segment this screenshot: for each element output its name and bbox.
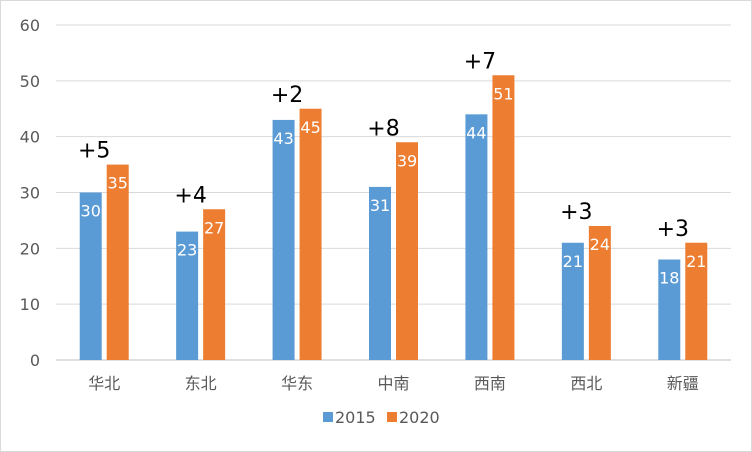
bar-2015 xyxy=(176,231,199,360)
difference-annotation: +2 xyxy=(271,83,303,108)
data-label: 39 xyxy=(397,151,417,170)
y-tick-label: 30 xyxy=(20,184,40,203)
legend-label: 2015 xyxy=(335,408,376,427)
bar-2020 xyxy=(396,142,418,360)
legend-label: 2020 xyxy=(399,408,440,427)
bar-2020 xyxy=(588,226,611,360)
y-tick-label: 0 xyxy=(30,351,40,370)
legend-swatch-2020 xyxy=(387,412,397,422)
difference-annotation: +5 xyxy=(78,139,110,164)
y-tick-label: 60 xyxy=(20,16,40,35)
difference-annotation: +7 xyxy=(464,49,496,74)
data-label: 21 xyxy=(563,252,583,271)
y-tick-label: 20 xyxy=(20,239,40,258)
x-tick-label: 东北 xyxy=(185,374,217,393)
y-tick-label: 40 xyxy=(20,128,40,147)
bar-2015 xyxy=(561,242,584,360)
data-label: 44 xyxy=(466,123,486,142)
difference-annotation: +3 xyxy=(560,200,592,225)
data-label: 45 xyxy=(300,118,320,137)
data-label: 31 xyxy=(370,196,390,215)
difference-annotation: +8 xyxy=(367,116,399,141)
difference-annotation: +4 xyxy=(174,183,206,208)
x-tick-label: 西北 xyxy=(570,374,602,393)
data-label: 30 xyxy=(81,202,101,221)
bar-2020 xyxy=(299,108,322,360)
bar-2015 xyxy=(272,119,295,361)
data-label: 51 xyxy=(493,84,513,103)
x-tick-label: 新疆 xyxy=(667,374,699,393)
y-tick-label: 50 xyxy=(20,72,40,91)
bar-2020 xyxy=(106,164,129,360)
bar-2020 xyxy=(203,209,226,360)
data-label: 27 xyxy=(204,218,224,237)
x-tick-label: 华北 xyxy=(88,374,120,393)
bar-2020 xyxy=(685,242,708,360)
x-tick-label: 西南 xyxy=(474,374,506,393)
difference-annotation: +3 xyxy=(657,217,689,242)
x-tick-label: 华东 xyxy=(281,374,313,393)
data-label: 23 xyxy=(177,241,197,260)
data-label: 21 xyxy=(686,252,706,271)
legend-swatch-2015 xyxy=(323,412,333,422)
bar-2015 xyxy=(465,114,488,360)
data-label: 43 xyxy=(273,129,293,148)
data-label: 18 xyxy=(659,269,679,288)
data-label: 35 xyxy=(108,174,128,193)
x-tick-label: 中南 xyxy=(377,374,409,393)
y-tick-label: 10 xyxy=(20,295,40,314)
bar-2015 xyxy=(658,259,681,360)
bar-2015 xyxy=(369,186,391,360)
data-label: 24 xyxy=(590,235,610,254)
bar-2015 xyxy=(79,192,102,360)
bar-2020 xyxy=(492,75,515,360)
